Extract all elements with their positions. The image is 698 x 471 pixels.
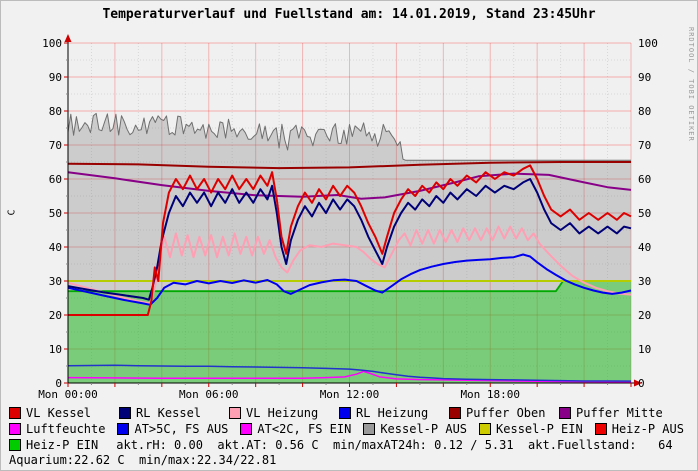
legend-swatch-vl-kessel [9, 407, 21, 419]
legend-item-at-2c-fs-ein: AT<2C, FS EIN [240, 422, 351, 436]
series-rl-kessel [67, 178, 632, 301]
legend-swatch-kessel-p-aus [363, 423, 376, 435]
legend-label: Puffer Oben [466, 406, 546, 420]
svg-text:50: 50 [638, 207, 651, 220]
series-puffer-mitte [67, 171, 632, 200]
legend-label: RL Kessel [136, 406, 202, 420]
svg-text:40: 40 [49, 241, 62, 254]
legend-swatch-vl-heizung [229, 407, 241, 419]
svg-text:90: 90 [49, 71, 62, 84]
series-puffer-oben [67, 161, 631, 170]
svg-text:10: 10 [638, 343, 651, 356]
legend-item-heiz-p-ein: Heiz-P EIN [9, 438, 98, 452]
svg-text:40: 40 [638, 241, 651, 254]
legend-item-vl-heizung: VL Heizung [229, 406, 339, 420]
legend-item-rl-kessel: RL Kessel [119, 406, 229, 420]
legend-label: Kessel-P EIN [496, 422, 583, 436]
legend-label: VL Kessel [26, 406, 92, 420]
legend-label: Luftfeuchte [26, 422, 106, 436]
rrdtool-watermark: RRDTOOL / TOBI OETIKER [687, 27, 695, 142]
legend-item-puffer-oben: Puffer Oben [449, 406, 559, 420]
legend-swatch-kessel-p-ein [479, 423, 492, 435]
svg-text:30: 30 [638, 275, 651, 288]
chart-canvas: 0 0 10 10 20 20 30 30 40 40 50 50 60 60 70 70 80 80 90 90 10… [38, 34, 658, 401]
x-tick-label: Mon 00:00 [38, 388, 98, 401]
legend-label: Puffer Mitte [576, 406, 663, 420]
legend-item-puffer-mitte: Puffer Mitte [559, 406, 669, 420]
legend-label: Kessel-P AUS [380, 422, 468, 436]
legend: VL Kessel RL Kessel VL Heizung RL Heizung Pu… [9, 405, 693, 453]
legend-item-rl-heizung: RL Heizung [339, 406, 449, 420]
legend-row-2: Luftfeuchte AT>5C, FS AUS AT<2C, FS EIN Kes… [9, 421, 693, 437]
legend-item-luftfeuchte: Luftfeuchte [9, 422, 105, 436]
legend-swatch-luftfeuchte [9, 423, 21, 435]
svg-text:100: 100 [42, 37, 62, 50]
legend-swatch-puffer-mitte [559, 407, 571, 419]
legend-item-kessel-p-ein: Kessel-P EIN [479, 422, 583, 436]
legend-swatch-rl-kessel [119, 407, 131, 419]
svg-text:80: 80 [49, 105, 62, 118]
series-kessel-p-aus [67, 112, 631, 161]
legend-label: Heiz-P EIN [26, 438, 99, 452]
legend-label: VL Heizung [246, 406, 319, 420]
area-heiz-p-ein [68, 281, 631, 383]
x-tick-label: Mon 06:00 [179, 388, 239, 401]
legend-label: AT<2C, FS EIN [257, 422, 352, 436]
legend-label: RL Heizung [356, 406, 429, 420]
svg-text:90: 90 [638, 71, 651, 84]
svg-text:70: 70 [49, 139, 62, 152]
legend-label: AT>5C, FS AUS [134, 422, 229, 436]
legend-swatch-rl-heizung [339, 407, 351, 419]
svg-text:80: 80 [638, 105, 651, 118]
svg-text:60: 60 [49, 173, 62, 186]
x-tick-label: Mon 12:00 [320, 388, 380, 401]
legend-row-3: Heiz-P EIN akt.rH: 0.00 akt.AT: 0.56 C mi… [9, 437, 693, 453]
svg-text:100: 100 [638, 37, 658, 50]
legend-swatch-at-2c-fs-ein [240, 423, 253, 435]
svg-text:70: 70 [638, 139, 651, 152]
svg-text:0: 0 [55, 377, 62, 390]
svg-text:10: 10 [49, 343, 62, 356]
legend-item-vl-kessel: VL Kessel [9, 406, 119, 420]
stats-line: akt.rH: 0.00 akt.AT: 0.56 C min/maxAT24h… [116, 438, 673, 452]
legend-item-at-5c-fs-aus: AT>5C, FS AUS [117, 422, 228, 436]
aquarium-stats: Aquarium:22.62 C min/max:22.34/22.81 [9, 453, 277, 467]
series-at [67, 364, 632, 382]
svg-text:60: 60 [638, 173, 651, 186]
svg-text:20: 20 [49, 309, 62, 322]
series-vl-kessel [68, 164, 632, 316]
svg-text:20: 20 [638, 309, 651, 322]
x-tick-label: Mon 18:00 [460, 388, 520, 401]
legend-swatch-heiz-p-ein [9, 439, 21, 451]
series-luftfeuchte [67, 370, 632, 383]
legend-swatch-at-5c-fs-aus [117, 423, 130, 435]
svg-text:30: 30 [49, 275, 62, 288]
legend-item-kessel-p-aus: Kessel-P AUS [363, 422, 467, 436]
legend-label: Heiz-P AUS [611, 422, 684, 436]
area-kessel-p-aus [68, 113, 631, 384]
legend-swatch-heiz-p-aus [594, 423, 607, 435]
svg-text:0: 0 [638, 377, 645, 390]
legend-swatch-puffer-oben [449, 407, 461, 419]
svg-text:50: 50 [49, 207, 62, 220]
chart-title: Temperaturverlauf und Fuellstand am: 14.… [102, 7, 596, 22]
legend-item-heiz-p-aus: Heiz-P AUS [594, 422, 684, 436]
series-vl-heizung [67, 225, 632, 305]
series-rl-heizung [67, 253, 632, 306]
legend-row-1: VL Kessel RL Kessel VL Heizung RL Heizung Pu… [9, 405, 693, 421]
